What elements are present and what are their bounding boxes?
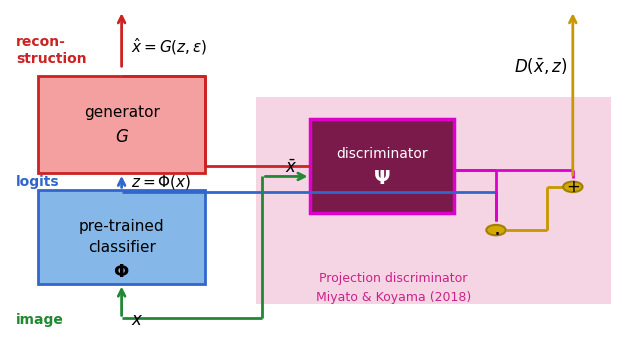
Text: $+$: $+$ <box>566 178 580 196</box>
Text: pre-trained: pre-trained <box>79 219 164 234</box>
Text: $D(\bar{x}, z)$: $D(\bar{x}, z)$ <box>514 56 568 76</box>
Circle shape <box>563 182 582 192</box>
Text: Miyato & Koyama (2018): Miyato & Koyama (2018) <box>316 291 471 304</box>
Text: $\hat{x} = G(z, \epsilon)$: $\hat{x} = G(z, \epsilon)$ <box>131 36 208 57</box>
Text: $G$: $G$ <box>115 128 129 146</box>
Text: $z = \Phi(x)$: $z = \Phi(x)$ <box>131 173 191 191</box>
Circle shape <box>486 225 506 235</box>
Bar <box>310 119 454 213</box>
Bar <box>256 97 611 304</box>
Text: $\cdot$: $\cdot$ <box>493 224 499 244</box>
Bar <box>38 76 205 173</box>
Text: $\mathbf{\Psi}$: $\mathbf{\Psi}$ <box>373 169 391 188</box>
Text: classifier: classifier <box>88 240 156 255</box>
Text: Projection discriminator: Projection discriminator <box>319 272 468 285</box>
Bar <box>38 190 205 284</box>
Text: discriminator: discriminator <box>336 147 428 161</box>
Text: generator: generator <box>84 105 159 120</box>
Text: logits: logits <box>16 175 60 189</box>
Text: image: image <box>16 313 64 327</box>
Text: $x$: $x$ <box>131 311 143 329</box>
Text: $\mathbf{\Phi}$: $\mathbf{\Phi}$ <box>113 263 130 281</box>
Text: $\bar{x}$: $\bar{x}$ <box>285 159 298 177</box>
Text: recon-
struction: recon- struction <box>16 35 86 66</box>
